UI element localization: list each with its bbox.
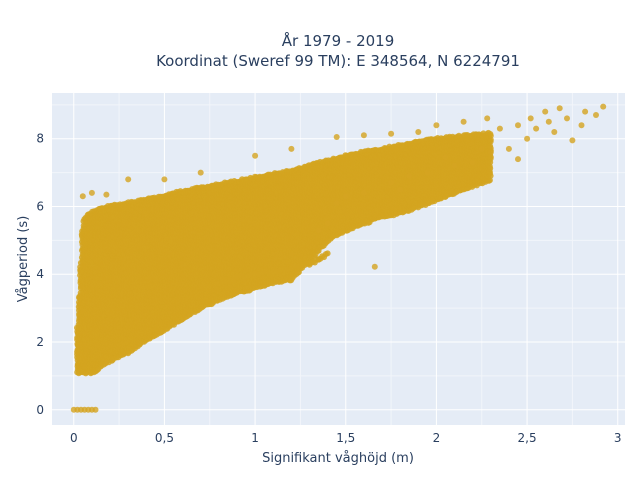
chart-title-line-1: År 1979 - 2019 [282, 31, 395, 50]
data-points [70, 103, 607, 413]
chart-title-line-2: Koordinat (Sweref 99 TM): E 348564, N 62… [156, 52, 520, 70]
